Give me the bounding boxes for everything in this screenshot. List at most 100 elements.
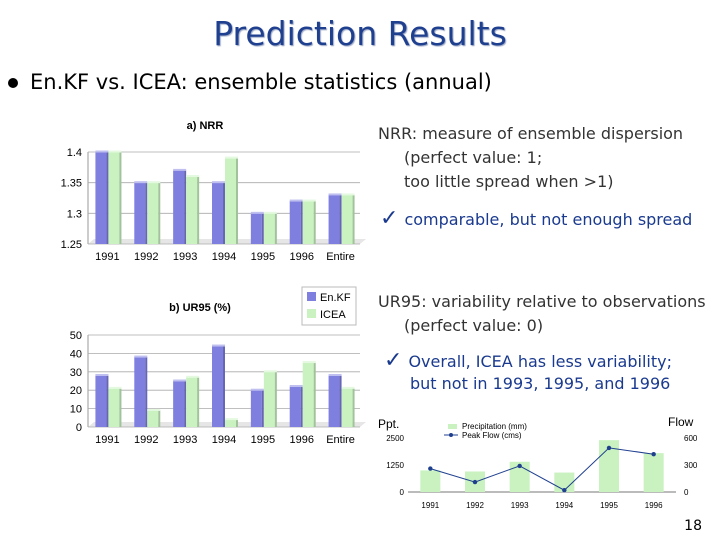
nrr-bar-side xyxy=(119,152,122,244)
nrr-bar-top xyxy=(225,156,238,159)
nrr-bar-icea xyxy=(302,201,314,244)
nrr-bar-top xyxy=(147,181,161,184)
ur-ytick-label: 40 xyxy=(70,348,82,360)
ur-xtick-label: 1992 xyxy=(134,434,158,446)
ur-ytick-label: 20 xyxy=(70,385,82,397)
flow-ytick-label: 1250 xyxy=(386,461,404,470)
nrr-xtick-label: 1994 xyxy=(212,251,236,263)
ur-xtick-label: 1996 xyxy=(289,434,313,446)
nrr-bar-enkf xyxy=(250,213,262,244)
flow-point-peakflow xyxy=(428,466,433,471)
precip-flow-chart: Ppt. Flow Precipitation (mm)Peak Flow (cms… xyxy=(378,415,698,510)
flow-xtick-label: 1991 xyxy=(421,501,439,510)
nrr-bar-enkf xyxy=(134,182,146,244)
ur-bar-side xyxy=(236,419,238,427)
slide-title: Prediction Results xyxy=(213,14,507,53)
flow-y2tick-label: 300 xyxy=(684,461,698,470)
ur-bar-side xyxy=(145,357,148,427)
ur-bar-top xyxy=(341,386,355,389)
nrr-ytick-label: 1.25 xyxy=(61,239,82,251)
bullet-line: En.KF vs. ICEA: ensemble statistics (ann… xyxy=(8,70,492,94)
nrr-chart: a) NRR 1.4 1.35 1.3 1.25 1991 1992 1993 1994 1995… xyxy=(61,120,366,263)
ur-bar-top xyxy=(263,370,277,373)
ur-bar-top xyxy=(108,386,122,389)
ur-bar-icea xyxy=(302,362,314,427)
ur-bar-icea xyxy=(108,388,120,427)
checkmark-icon: ✓ xyxy=(380,206,399,231)
nrr-note: NRR: measure of ensemble dispersion (per… xyxy=(378,122,683,194)
nrr-ytick-label: 1.35 xyxy=(61,178,82,190)
flow-xtick-label: 1996 xyxy=(645,501,663,510)
nrr-bar-side xyxy=(261,213,264,244)
nrr-bar-top xyxy=(328,193,342,196)
flow-legend-label: Peak Flow (cms) xyxy=(462,431,522,440)
ur-bar-icea xyxy=(341,388,353,427)
flow-legend-swatch xyxy=(448,424,457,429)
ur-bar-enkf xyxy=(173,381,185,427)
flow-y2tick-label: 0 xyxy=(684,488,689,497)
ur-bar-side xyxy=(300,386,303,427)
ur-bar-top xyxy=(95,373,109,376)
nrr-bar-side xyxy=(158,182,161,244)
nrr-bar-side xyxy=(223,182,225,244)
ur-bar-top xyxy=(173,379,187,382)
ur-bar-top xyxy=(225,418,238,421)
flow-point-peakflow xyxy=(517,463,522,469)
ur-ytick-label: 50 xyxy=(70,330,82,342)
ur-bar-side xyxy=(223,346,225,427)
nrr-bar-enkf xyxy=(212,182,223,244)
flow-xtick-label: 1995 xyxy=(600,501,618,510)
nrr-bar-side xyxy=(352,194,355,244)
nrr-bar-enkf xyxy=(289,201,301,244)
flow-point-peakflow xyxy=(472,479,478,485)
flow-bar-precipitation xyxy=(643,453,664,492)
ur-bar-enkf xyxy=(250,390,262,427)
nrr-bar-icea xyxy=(341,194,353,244)
ur-legend-label: En.KF xyxy=(320,292,351,304)
nrr-bar-side xyxy=(236,158,238,244)
ur-bar-enkf xyxy=(134,357,146,427)
ur-bar-icea xyxy=(263,371,275,427)
ur-bar-icea xyxy=(225,419,236,427)
ur-bar-top xyxy=(302,361,316,364)
ur-bar-top xyxy=(147,408,161,411)
ur-xtick-label: 1993 xyxy=(173,434,197,446)
ur-bar-side xyxy=(106,375,109,427)
nrr-xtick-label: 1992 xyxy=(134,251,158,263)
flow-y2tick-label: 600 xyxy=(684,434,698,443)
ur-bar-top xyxy=(250,388,264,391)
nrr-bar-side xyxy=(274,213,277,244)
nrr-bar-side xyxy=(197,176,200,244)
ur-xtick-label: 1991 xyxy=(95,434,119,446)
flow-xtick-label: 1992 xyxy=(466,501,484,510)
nrr-check: ✓ comparable, but not enough spread xyxy=(380,208,692,231)
nrr-bar-top xyxy=(250,211,264,214)
ur-note-line1: UR95: variability relative to observatio… xyxy=(378,292,706,311)
ur-bar-enkf xyxy=(289,386,301,427)
nrr-bar-enkf xyxy=(328,194,340,244)
nrr-bar-top xyxy=(341,193,355,196)
ur-bar-top xyxy=(212,344,225,347)
bullet-dot xyxy=(8,78,18,88)
nrr-note-line2: (perfect value: 1; xyxy=(404,148,543,167)
ur-xtick-label: 1994 xyxy=(212,434,236,446)
flow-bar-precipitation xyxy=(420,470,441,492)
flow-point-peakflow xyxy=(606,445,612,451)
ur-bar-top xyxy=(289,385,303,388)
ur-bar-side xyxy=(339,375,342,427)
ur-bar-side xyxy=(197,377,200,427)
ur-bar-top xyxy=(134,355,148,358)
nrr-bar-icea xyxy=(186,176,198,244)
flow-right-label: Flow xyxy=(668,415,694,429)
nrr-bar-top xyxy=(302,199,316,202)
ur-title: b) UR95 (%) xyxy=(169,302,231,314)
nrr-xtick-label: 1995 xyxy=(251,251,275,263)
ur-ytick-label: 30 xyxy=(70,367,82,379)
nrr-title: a) NRR xyxy=(187,120,224,132)
flow-point-peakflow xyxy=(562,488,567,493)
flow-ytick-label: 0 xyxy=(400,488,405,497)
flow-xtick-label: 1993 xyxy=(511,501,529,510)
nrr-bar-side xyxy=(184,170,187,244)
nrr-bar-top xyxy=(263,211,277,214)
ur-bar-top xyxy=(186,375,200,378)
